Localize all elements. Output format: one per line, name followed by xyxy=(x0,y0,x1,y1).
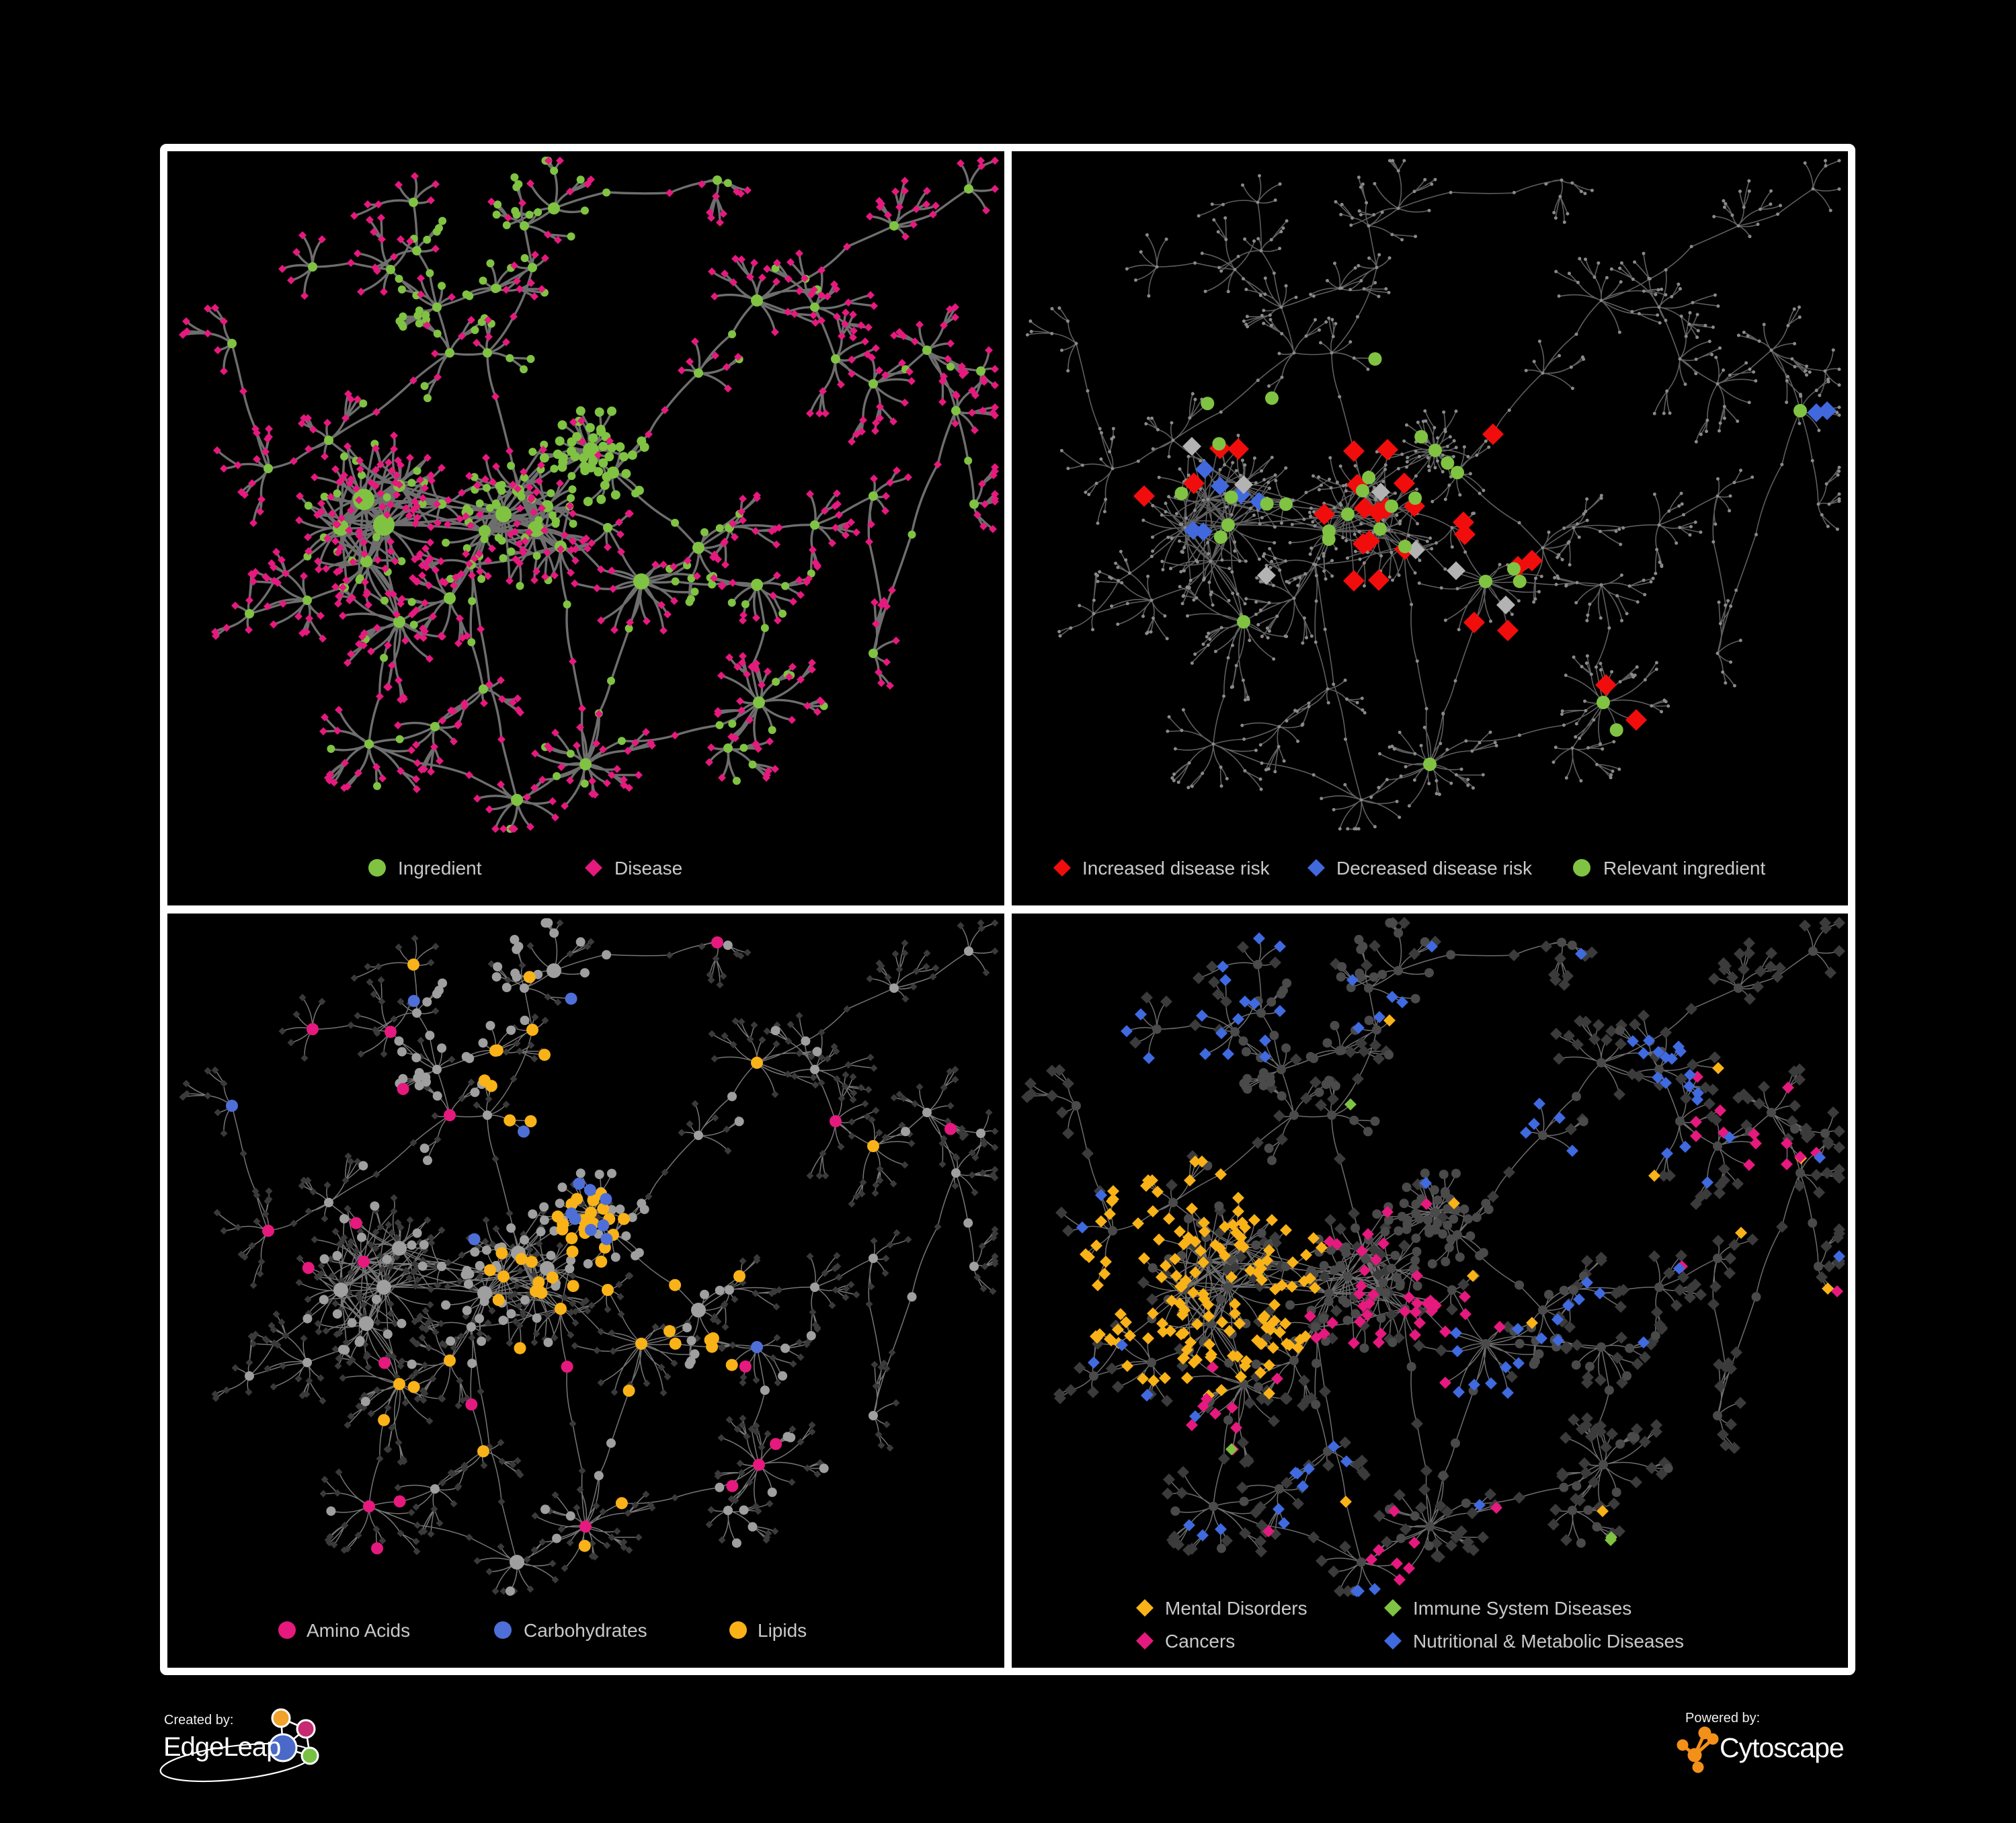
svg-text:EdgeLeap: EdgeLeap xyxy=(163,1732,280,1762)
svg-text:Powered by:: Powered by: xyxy=(1685,1711,1760,1726)
svg-text:Created by:: Created by: xyxy=(164,1713,233,1728)
svg-text:Relevant ingredient: Relevant ingredient xyxy=(1603,858,1765,879)
svg-text:Disease: Disease xyxy=(614,858,682,879)
svg-text:Mental Disorders: Mental Disorders xyxy=(1165,1598,1307,1619)
svg-text:Immune System Diseases: Immune System Diseases xyxy=(1413,1598,1631,1619)
svg-text:Ingredient: Ingredient xyxy=(398,858,482,879)
svg-text:Lipids: Lipids xyxy=(758,1620,807,1641)
svg-text:Increased disease risk: Increased disease risk xyxy=(1082,858,1271,879)
svg-text:Nutritional & Metabolic Diseas: Nutritional & Metabolic Diseases xyxy=(1413,1631,1684,1652)
svg-text:Carbohydrates: Carbohydrates xyxy=(524,1620,647,1641)
svg-text:Cancers: Cancers xyxy=(1165,1631,1235,1652)
svg-text:Decreased disease risk: Decreased disease risk xyxy=(1336,858,1533,879)
svg-text:Amino Acids: Amino Acids xyxy=(307,1620,410,1641)
svg-text:Cytoscape: Cytoscape xyxy=(1720,1732,1844,1763)
